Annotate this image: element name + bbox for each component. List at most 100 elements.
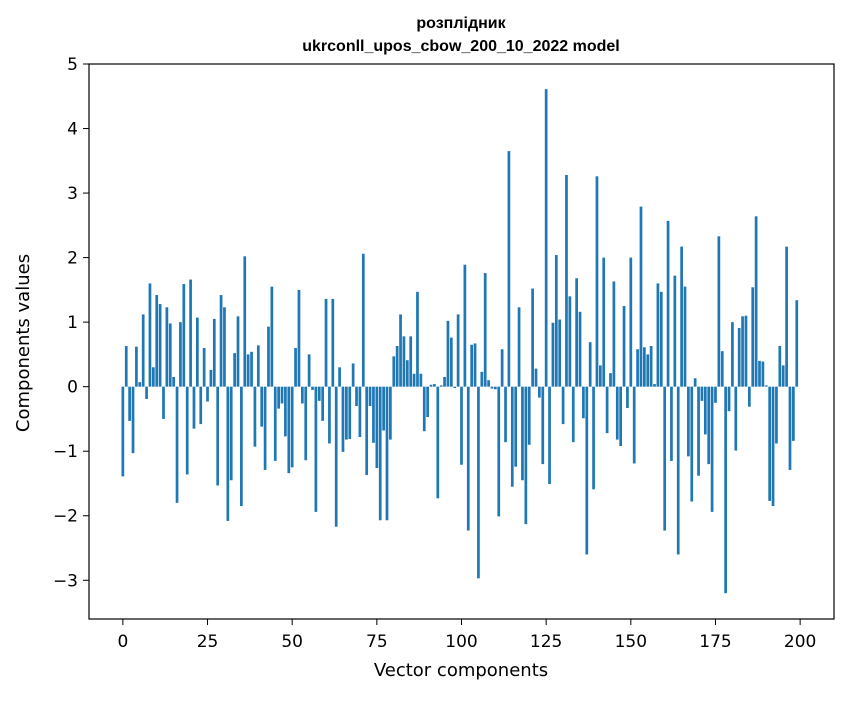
chart-title-line1: розплідник (416, 15, 506, 32)
bar-15 (172, 376, 176, 387)
bar-110 (494, 386, 497, 390)
bar-115 (510, 386, 514, 487)
bar-77 (382, 386, 385, 431)
bar-39 (253, 386, 257, 447)
bar-32 (229, 386, 233, 481)
bar-107 (483, 273, 487, 387)
bar-175 (714, 386, 717, 403)
y-tick-label: 3 (67, 184, 78, 204)
bar-76 (378, 386, 382, 521)
bar-104 (473, 343, 477, 387)
bar-81 (395, 346, 399, 387)
bar-30 (223, 307, 226, 387)
x-axis-label: Vector components (374, 660, 548, 681)
bar-13 (165, 307, 169, 387)
bar-168 (690, 386, 694, 502)
bar-91 (429, 384, 433, 387)
bar-146 (615, 386, 619, 440)
bar-132 (568, 296, 572, 387)
bar-170 (697, 386, 700, 476)
bar-65 (341, 386, 345, 452)
chart-title-line2: ukrconll_upos_cbow_200_10_2022 model (302, 38, 619, 55)
bar-171 (700, 386, 704, 401)
bar-25 (206, 386, 209, 402)
bar-63 (334, 386, 338, 527)
bar-155 (646, 354, 650, 387)
bar-130 (561, 386, 565, 425)
bar-111 (497, 386, 501, 517)
bar-58 (317, 386, 321, 401)
bar-73 (368, 386, 372, 407)
bar-59 (321, 386, 325, 421)
bar-44 (270, 286, 274, 387)
bar-153 (639, 206, 643, 387)
y-axis-ticks: −3 −2 −1 0 1 2 3 4 5 (53, 55, 89, 591)
bar-129 (558, 319, 562, 387)
bar-11 (158, 304, 162, 387)
bar-18 (182, 284, 186, 387)
bar-42 (263, 386, 267, 470)
bar-119 (524, 386, 528, 525)
bar-176 (717, 236, 721, 387)
bar-185 (747, 386, 751, 407)
bar-31 (226, 386, 230, 521)
bar-182 (737, 327, 741, 387)
bar-140 (595, 176, 599, 387)
bar-68 (351, 363, 355, 387)
bar-159 (659, 291, 663, 387)
bar-189 (761, 361, 765, 387)
bar-147 (619, 386, 623, 447)
bar-181 (734, 386, 738, 451)
bar-88 (419, 373, 423, 387)
x-tick-label: 150 (615, 632, 647, 652)
bar-26 (209, 369, 213, 387)
x-axis-ticks: 0 25 50 75 100 125 150 175 200 (117, 619, 816, 652)
bar-93 (436, 386, 440, 499)
bar-192 (771, 386, 775, 507)
bar-194 (778, 346, 782, 387)
bar-51 (294, 347, 297, 387)
bar-149 (626, 386, 629, 408)
bar-158 (656, 283, 660, 387)
y-axis-label: Components values (13, 254, 34, 432)
bar-28 (216, 386, 220, 486)
y-tick-label: 4 (67, 120, 78, 140)
bar-10 (155, 295, 159, 387)
bar-66 (345, 386, 348, 440)
bar-1 (124, 346, 128, 387)
bar-82 (399, 314, 402, 387)
bar-84 (405, 360, 409, 387)
bar-52 (297, 289, 301, 387)
bar-106 (480, 371, 484, 387)
bar-156 (649, 346, 653, 387)
bar-162 (670, 386, 673, 461)
bar-123 (538, 386, 541, 398)
bar-151 (632, 386, 636, 464)
bar-112 (500, 349, 504, 387)
bar-57 (314, 386, 318, 512)
bar-177 (720, 351, 724, 387)
bar-86 (412, 373, 416, 387)
bar-45 (273, 386, 277, 461)
bar-191 (768, 386, 772, 501)
y-tick-label: 1 (67, 313, 78, 333)
bar-5 (138, 382, 142, 387)
bar-21 (192, 386, 196, 429)
bar-97 (449, 337, 453, 387)
bar-187 (754, 216, 758, 387)
bar-14 (168, 323, 172, 387)
bar-113 (504, 386, 507, 443)
bar-54 (304, 386, 308, 461)
bar-109 (490, 386, 494, 389)
x-tick-label: 100 (445, 632, 477, 652)
bar-121 (531, 288, 534, 387)
bar-40 (256, 345, 260, 387)
bar-60 (324, 298, 328, 387)
bar-38 (250, 351, 253, 387)
bar-53 (300, 386, 304, 404)
bar-72 (365, 386, 369, 476)
y-tick-label: −1 (53, 442, 78, 462)
bar-136 (582, 386, 585, 419)
